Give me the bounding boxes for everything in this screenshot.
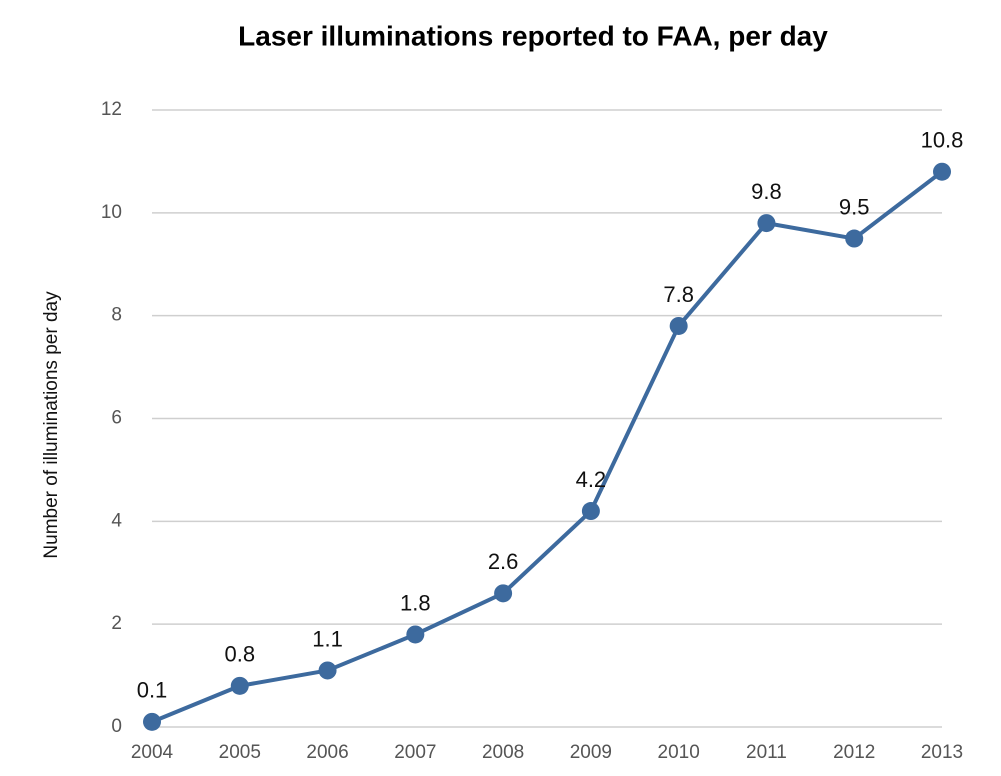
data-label: 7.8: [663, 282, 694, 307]
marker: [757, 214, 776, 233]
marker: [581, 502, 600, 521]
y-tick-label: 10: [101, 202, 122, 223]
x-tick-label: 2011: [746, 742, 787, 763]
data-label: 4.2: [576, 467, 607, 492]
data-label: 1.8: [400, 590, 431, 615]
data-label: 9.8: [751, 179, 782, 204]
x-tick-label: 2004: [131, 742, 174, 763]
y-tick-label: 4: [111, 510, 122, 531]
line: [151, 170, 944, 724]
data-label: 1.1: [312, 626, 343, 651]
data-label: 0.1: [137, 678, 168, 703]
marker: [406, 625, 425, 644]
marker: [669, 316, 688, 335]
y-tick-label: 8: [111, 305, 122, 326]
y-axis-title: Number of illuminations per day: [41, 291, 62, 559]
x-tick-label: 2007: [394, 742, 436, 763]
marker: [933, 162, 951, 181]
marker: [230, 676, 249, 695]
marker: [143, 712, 161, 731]
x-tick-label: 2005: [219, 742, 261, 763]
data-label: 9.5: [839, 194, 870, 219]
x-tick-label: 2010: [658, 742, 700, 763]
data-label: 0.8: [224, 642, 255, 667]
x-tick-label: 2009: [570, 742, 612, 763]
x-tick-label: 2012: [833, 742, 875, 763]
y-tick-label: 12: [101, 99, 122, 120]
x-tick-label: 2013: [921, 742, 963, 763]
y-tick-label: 2: [111, 613, 122, 634]
marker: [318, 661, 337, 680]
y-tick-label: 6: [111, 408, 122, 429]
marker: [494, 584, 513, 603]
y-tick-label: 0: [111, 716, 122, 737]
data-label: 2.6: [488, 549, 519, 574]
chart-title: Laser illuminations reported to FAA, per…: [238, 20, 828, 51]
x-tick-label: 2006: [306, 742, 348, 763]
marker: [845, 229, 864, 248]
x-tick-label: 2008: [482, 742, 524, 763]
data-label: 10.8: [921, 128, 964, 153]
